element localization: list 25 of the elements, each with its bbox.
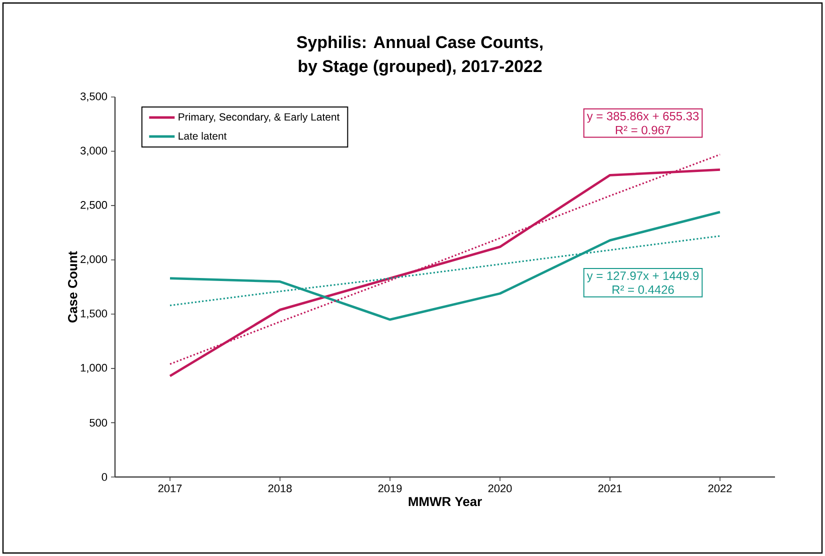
x-tick-label: 2017 — [158, 484, 182, 492]
annotation: y = 127.97x + 1449.9 — [586, 271, 699, 282]
annotation: R² = 0.967 — [616, 126, 670, 134]
y-tick-label: 3,000 — [80, 146, 108, 156]
legend-label: Primary, Secondary, & Early Latent — [178, 112, 340, 123]
y-tick-label: 3,500 — [80, 92, 108, 102]
y-axis-title: Case Count — [68, 251, 78, 322]
chart-title: Syphilis: Annual Case Counts, — [296, 36, 542, 52]
y-tick-label: 1,000 — [80, 364, 108, 373]
x-tick-label: 2019 — [378, 484, 402, 492]
y-tick-label: 2,500 — [80, 201, 108, 210]
y-tick-label: 0 — [102, 473, 108, 481]
x-tick-label: 2020 — [488, 484, 512, 492]
annotation: R² = 0.4426 — [612, 285, 674, 294]
legend-label: Late latent — [178, 132, 227, 140]
y-tick-label: 500 — [90, 418, 108, 427]
annotation: y = 385.86x + 655.33 — [586, 112, 699, 123]
chart-subtitle: by Stage (grouped), 2017-2022 — [298, 60, 542, 76]
x-tick-label: 2022 — [708, 484, 732, 492]
x-tick-label: 2021 — [598, 484, 622, 492]
y-tick-label: 2,000 — [80, 255, 108, 264]
x-axis-title: MMWR Year — [408, 497, 482, 506]
line-series — [168, 210, 722, 321]
y-tick-label: 1,500 — [80, 310, 108, 319]
x-tick-label: 2018 — [268, 484, 292, 492]
